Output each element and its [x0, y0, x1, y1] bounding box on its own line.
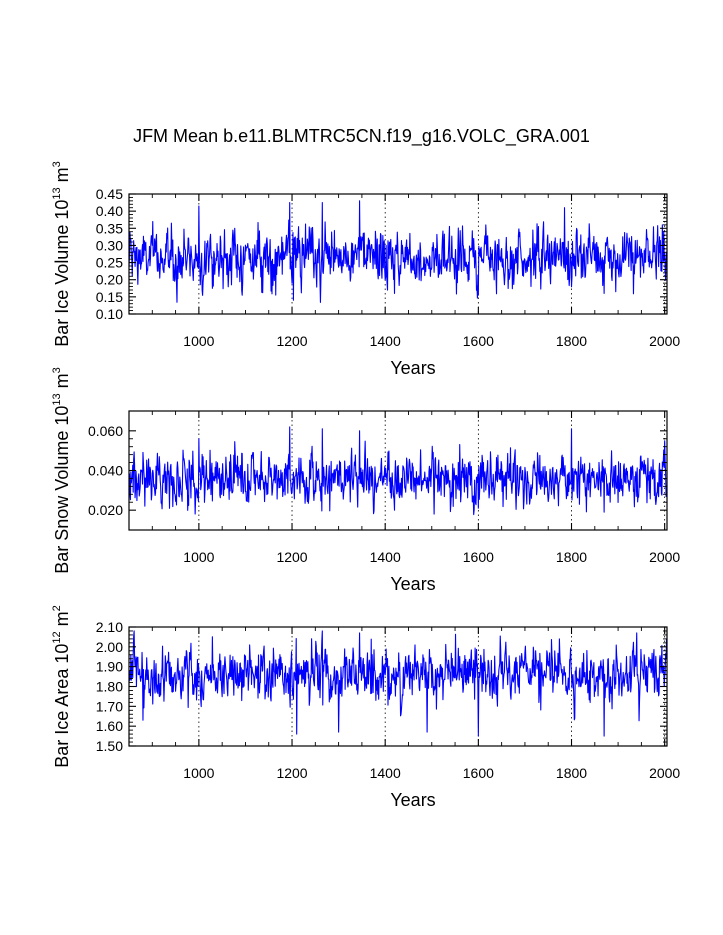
x-tick-label: 1200 — [276, 765, 307, 781]
y-tick-label: 0.15 — [96, 289, 123, 305]
y-tick-label: 0.35 — [96, 220, 123, 236]
x-tick-label: 1400 — [370, 549, 401, 565]
y-axis-label: Bar Ice Area 1012 m2 — [51, 605, 72, 767]
y-tick-label: 1.80 — [96, 679, 123, 695]
y-tick-label: 0.30 — [96, 237, 123, 253]
y-tick-label: 2.00 — [96, 639, 123, 655]
y-tick-label: 1.90 — [96, 659, 123, 675]
x-tick-label: 1800 — [556, 549, 587, 565]
x-axis-label: Years — [390, 358, 435, 378]
x-tick-label: 2000 — [649, 333, 680, 349]
x-tick-label: 1600 — [463, 333, 494, 349]
y-tick-label: 1.60 — [96, 718, 123, 734]
x-tick-label: 2000 — [649, 549, 680, 565]
y-axis-label: Bar Snow Volume 1013 m3 — [51, 367, 72, 573]
x-tick-label: 1200 — [276, 333, 307, 349]
y-tick-label: 0.10 — [96, 306, 123, 322]
y-axis-label: Bar Ice Volume 1013 m3 — [51, 161, 72, 346]
x-tick-label: 1000 — [183, 765, 214, 781]
x-tick-label: 1800 — [556, 333, 587, 349]
series-line-3 — [128, 630, 668, 737]
x-tick-label: 1600 — [463, 549, 494, 565]
plot-frame-1 — [128, 193, 668, 315]
x-tick-label: 1000 — [183, 549, 214, 565]
y-tick-label: 0.25 — [96, 255, 123, 271]
y-tick-label: 0.40 — [96, 203, 123, 219]
x-tick-label: 1400 — [370, 333, 401, 349]
y-tick-label: 0.060 — [88, 423, 123, 439]
y-tick-label: 1.50 — [96, 738, 123, 754]
x-tick-label: 1400 — [370, 765, 401, 781]
x-tick-label: 1800 — [556, 765, 587, 781]
y-tick-label: 0.20 — [96, 272, 123, 288]
x-tick-label: 2000 — [649, 765, 680, 781]
y-tick-label: 0.45 — [96, 186, 123, 202]
x-axis-label: Years — [390, 790, 435, 810]
x-tick-label: 1000 — [183, 333, 214, 349]
x-axis-label: Years — [390, 574, 435, 594]
y-tick-label: 1.70 — [96, 698, 123, 714]
y-tick-label: 0.020 — [88, 502, 123, 518]
x-tick-label: 1200 — [276, 549, 307, 565]
y-tick-label: 2.10 — [96, 619, 123, 635]
page-title: JFM Mean b.e11.BLMTRC5CN.f19_g16.VOLC_GR… — [133, 126, 590, 146]
y-tick-label: 0.040 — [88, 463, 123, 479]
plot-frame-3 — [128, 626, 668, 747]
x-tick-label: 1600 — [463, 765, 494, 781]
series-line-1 — [128, 200, 668, 303]
series-line-2 — [128, 426, 668, 516]
